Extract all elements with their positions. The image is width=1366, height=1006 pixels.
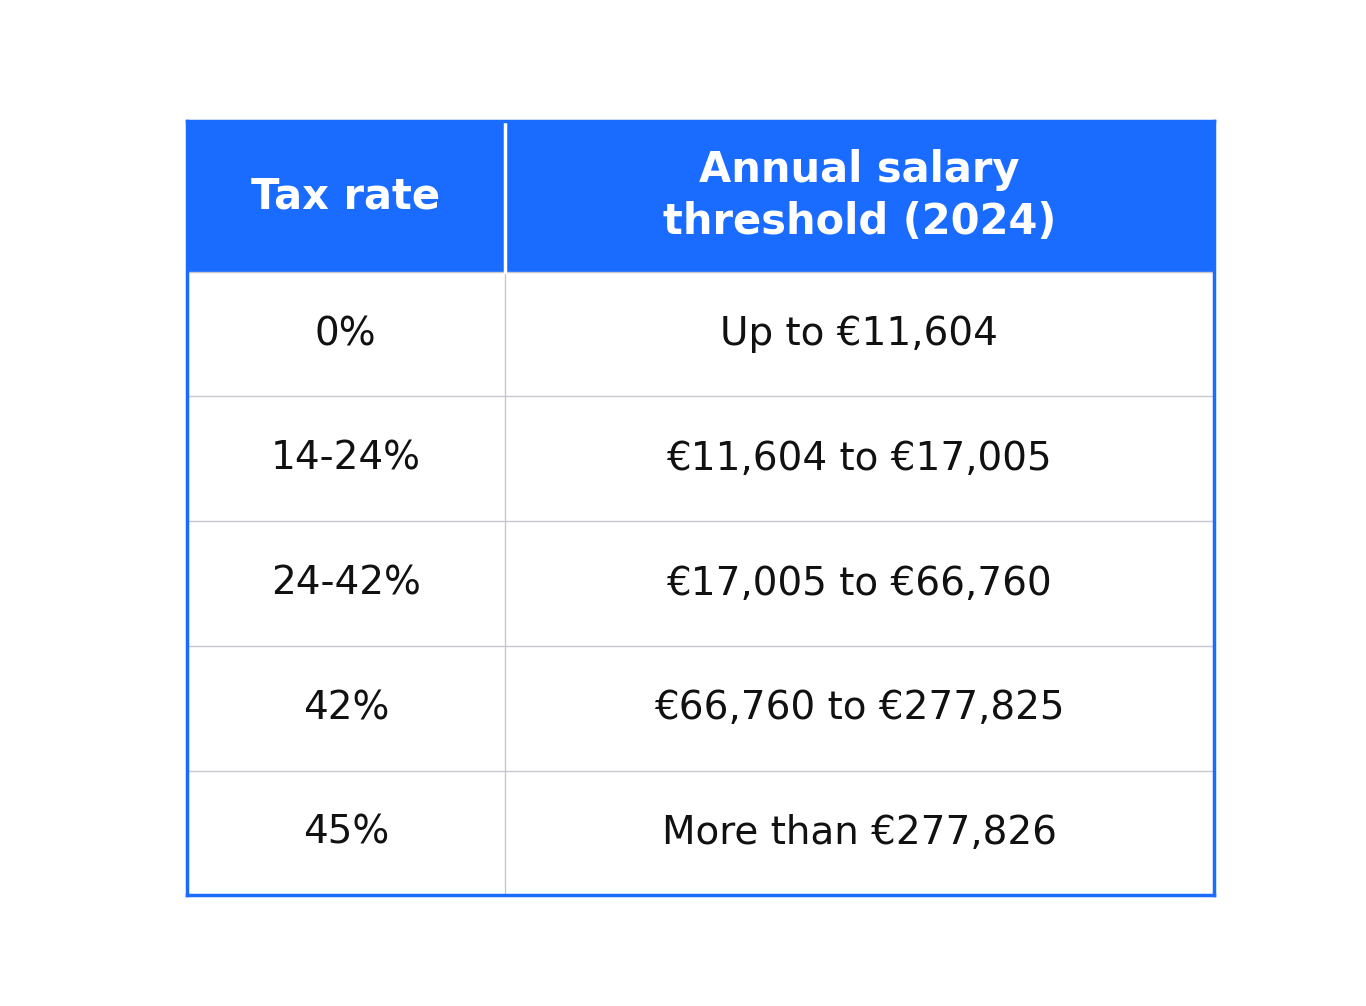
Bar [505,396,1213,521]
Text: Tax rate: Tax rate [251,175,440,217]
Text: 45%: 45% [303,814,389,852]
Bar [187,646,505,771]
Text: €11,604 to €17,005: €11,604 to €17,005 [667,440,1052,478]
Text: 42%: 42% [303,689,389,727]
Text: Annual salary
threshold (2024): Annual salary threshold (2024) [663,149,1056,243]
Text: 0%: 0% [316,315,377,353]
Bar [505,121,1213,272]
Bar [505,646,1213,771]
Text: 24-42%: 24-42% [270,564,421,603]
Bar [187,771,505,895]
Text: More than €277,826: More than €277,826 [661,814,1057,852]
Bar [187,396,505,521]
Bar [505,771,1213,895]
Text: €66,760 to €277,825: €66,760 to €277,825 [654,689,1064,727]
Text: 14-24%: 14-24% [270,440,421,478]
Bar [187,272,505,396]
Bar [505,521,1213,646]
Bar [187,121,505,272]
Text: Up to €11,604: Up to €11,604 [720,315,999,353]
Bar [187,521,505,646]
Text: €17,005 to €66,760: €17,005 to €66,760 [667,564,1052,603]
Bar [505,272,1213,396]
